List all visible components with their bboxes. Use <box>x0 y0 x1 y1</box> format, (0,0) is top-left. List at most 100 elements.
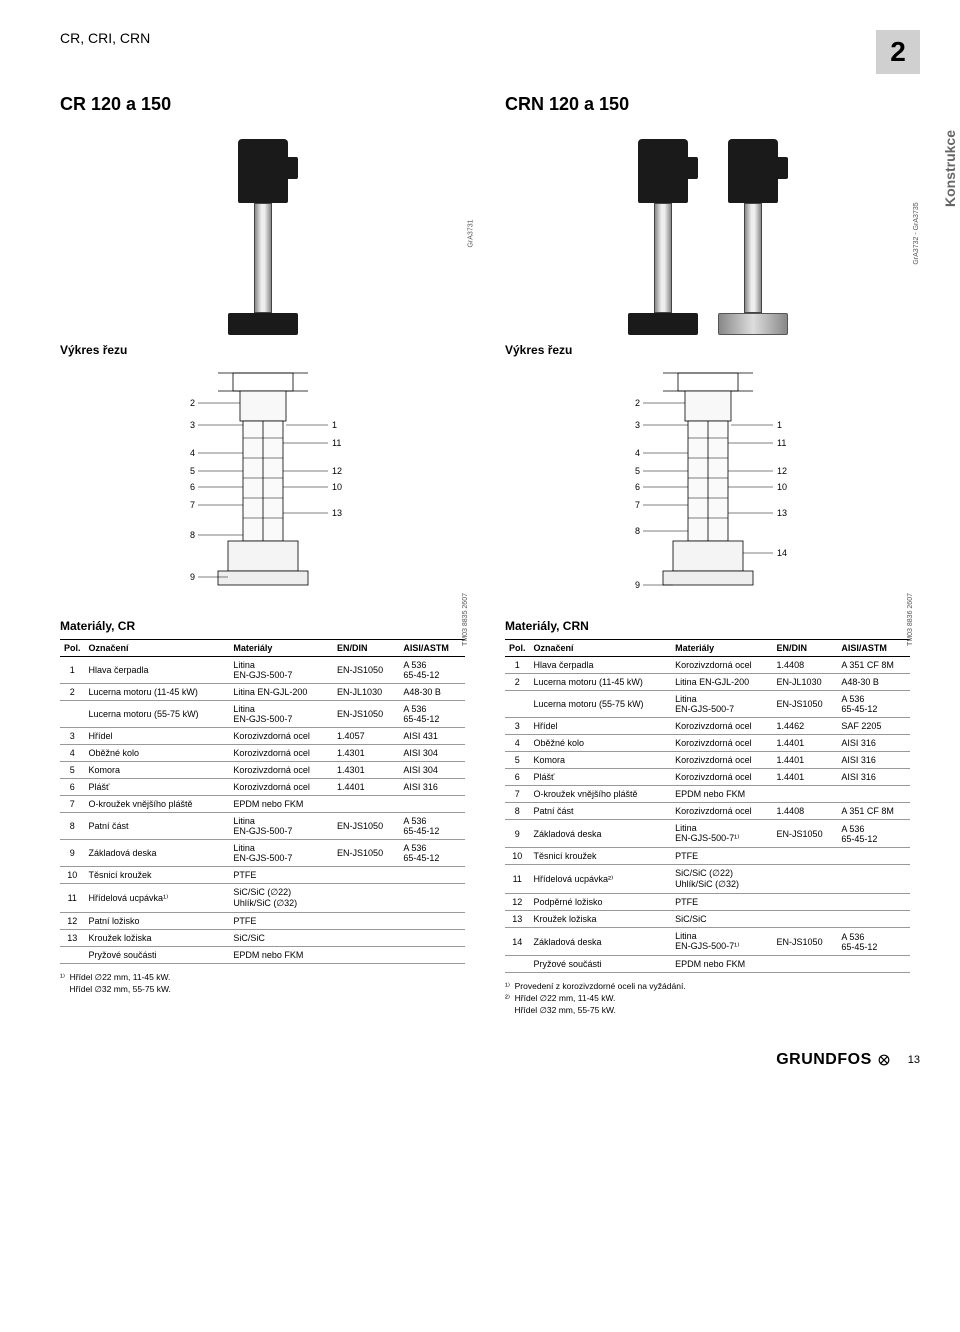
table-cell <box>837 956 910 973</box>
table-row: 2Lucerna motoru (11-45 kW)Litina EN-GJL-… <box>60 684 465 701</box>
svg-text:11: 11 <box>777 438 786 448</box>
left-cut-title: Výkres řezu <box>60 343 465 357</box>
table-cell <box>505 956 530 973</box>
table-cell: A 536 65-45-12 <box>837 691 910 718</box>
pump-illustration <box>228 139 298 335</box>
table-row: 7O-kroužek vnějšího pláštěEPDM nebo FKM <box>505 786 910 803</box>
cutaway-drawing: 2 3 4 5 6 7 8 9 1 11 12 <box>593 363 823 613</box>
motor-icon <box>238 139 288 203</box>
right-cutaway: 2 3 4 5 6 7 8 9 1 11 12 <box>505 363 910 613</box>
table-cell: 2 <box>505 674 530 691</box>
page-footer: GRUNDFOS 13 <box>0 1037 960 1081</box>
table-cell: SiC/SiC (∅22) Uhlík/SiC (∅32) <box>229 884 333 913</box>
table-cell <box>399 796 465 813</box>
svg-text:8: 8 <box>190 530 195 540</box>
table-cell: 1.4301 <box>333 762 399 779</box>
table-cell: Litina EN-GJS-500-7 <box>229 840 333 867</box>
svg-text:4: 4 <box>190 448 195 458</box>
table-cell: Korozivzdorná ocel <box>229 779 333 796</box>
table-cell: EN-JS1050 <box>333 813 399 840</box>
right-column: CRN 120 a 150 GrA3732 - GrA3735 Výkres ř… <box>505 82 910 1017</box>
table-cell: EN-JS1050 <box>333 657 399 684</box>
table-cell: Plášť <box>85 779 230 796</box>
pump-illustration <box>718 139 788 335</box>
svg-text:9: 9 <box>635 580 640 590</box>
svg-text:11: 11 <box>332 438 341 448</box>
table-cell: 6 <box>505 769 530 786</box>
table-cell: 1.4401 <box>773 752 838 769</box>
col-oznaceni: Označení <box>530 640 672 657</box>
table-row: 1Hlava čerpadlaKorozivzdorná ocel1.4408A… <box>505 657 910 674</box>
table-cell: AISI 316 <box>837 769 910 786</box>
table-cell: Hřídelová ucpávka²⁾ <box>530 865 672 894</box>
table-cell: 12 <box>60 913 85 930</box>
shaft-icon <box>254 203 272 313</box>
table-cell <box>505 691 530 718</box>
svg-text:2: 2 <box>635 398 640 408</box>
table-row: 9Základová deskaLitina EN-GJS-500-7¹⁾EN-… <box>505 820 910 848</box>
table-cell <box>333 913 399 930</box>
table-cell: 1 <box>60 657 85 684</box>
table-row: Lucerna motoru (55-75 kW)Litina EN-GJS-5… <box>505 691 910 718</box>
table-row: Lucerna motoru (55-75 kW)Litina EN-GJS-5… <box>60 701 465 728</box>
left-img-code: GrA3731 <box>468 219 475 247</box>
table-cell: Lucerna motoru (11-45 kW) <box>530 674 672 691</box>
table-cell: Lucerna motoru (55-75 kW) <box>85 701 230 728</box>
svg-text:4: 4 <box>635 448 640 458</box>
table-cell: 1.4401 <box>773 769 838 786</box>
table-cell: PTFE <box>671 894 772 911</box>
table-row: Pryžové součástiEPDM nebo FKM <box>505 956 910 973</box>
table-row: 11Hřídelová ucpávka²⁾SiC/SiC (∅22) Uhlík… <box>505 865 910 894</box>
two-column-layout: CR 120 a 150 GrA3731 Výkres řezu <box>60 82 910 1017</box>
table-header-row: Pol. Označení Materiály EN/DIN AISI/ASTM <box>60 640 465 657</box>
table-cell: A 536 65-45-12 <box>837 820 910 848</box>
table-cell: Komora <box>530 752 672 769</box>
left-materials-table: Pol. Označení Materiály EN/DIN AISI/ASTM… <box>60 639 465 964</box>
table-cell: 5 <box>60 762 85 779</box>
svg-text:12: 12 <box>332 466 342 476</box>
svg-text:6: 6 <box>635 482 640 492</box>
table-cell <box>837 894 910 911</box>
table-cell: EN-JL1030 <box>773 674 838 691</box>
table-cell: Patní část <box>530 803 672 820</box>
col-materialy: Materiály <box>671 640 772 657</box>
table-cell: EN-JL1030 <box>333 684 399 701</box>
svg-text:14: 14 <box>777 548 787 558</box>
table-cell: 7 <box>60 796 85 813</box>
table-cell: EN-JS1050 <box>773 820 838 848</box>
table-cell: AISI 316 <box>837 735 910 752</box>
table-cell <box>773 911 838 928</box>
svg-text:12: 12 <box>777 466 787 476</box>
footnote-line: Hřídel ∅32 mm, 55-75 kW. <box>505 1005 910 1017</box>
cutaway-drawing: 2 3 4 5 6 7 8 9 1 11 <box>148 363 378 613</box>
table-cell: Hlava čerpadla <box>530 657 672 674</box>
left-cutaway: 2 3 4 5 6 7 8 9 1 11 <box>60 363 465 613</box>
table-cell: 12 <box>505 894 530 911</box>
table-cell: A 536 65-45-12 <box>399 813 465 840</box>
table-cell: 1.4408 <box>773 657 838 674</box>
table-cell <box>333 884 399 913</box>
svg-text:6: 6 <box>190 482 195 492</box>
table-row: 4Oběžné koloKorozivzdorná ocel1.4401AISI… <box>505 735 910 752</box>
table-cell: PTFE <box>671 848 772 865</box>
table-row: 4Oběžné koloKorozivzdorná ocel1.4301AISI… <box>60 745 465 762</box>
left-pump-image: GrA3731 <box>60 125 465 335</box>
right-title: CRN 120 a 150 <box>505 94 910 115</box>
table-cell: A 536 65-45-12 <box>399 840 465 867</box>
table-cell: Korozivzdorná ocel <box>671 752 772 769</box>
footnote-line: ¹⁾ Hřídel ∅22 mm, 11-45 kW. <box>60 972 465 984</box>
table-cell: Lucerna motoru (11-45 kW) <box>85 684 230 701</box>
left-footnotes: ¹⁾ Hřídel ∅22 mm, 11-45 kW. Hřídel ∅32 m… <box>60 972 465 996</box>
table-cell: Těsnicí kroužek <box>530 848 672 865</box>
table-cell: 5 <box>505 752 530 769</box>
table-cell <box>773 786 838 803</box>
table-cell: 1 <box>505 657 530 674</box>
table-row: 5KomoraKorozivzdorná ocel1.4301AISI 304 <box>60 762 465 779</box>
footnote-line: ¹⁾ Provedení z korozivzdorné oceli na vy… <box>505 981 910 993</box>
table-cell: Pryžové součásti <box>530 956 672 973</box>
table-cell: PTFE <box>229 867 333 884</box>
table-row: 3HřídelKorozivzdorná ocel1.4057AISI 431 <box>60 728 465 745</box>
table-cell: 1.4057 <box>333 728 399 745</box>
left-mat-title: Materiály, CR <box>60 619 465 633</box>
svg-text:7: 7 <box>635 500 640 510</box>
